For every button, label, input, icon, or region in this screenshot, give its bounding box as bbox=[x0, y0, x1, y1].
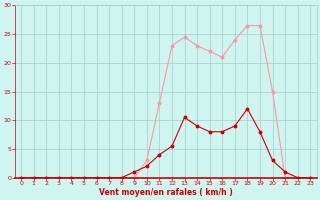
X-axis label: Vent moyen/en rafales ( km/h ): Vent moyen/en rafales ( km/h ) bbox=[99, 188, 233, 197]
